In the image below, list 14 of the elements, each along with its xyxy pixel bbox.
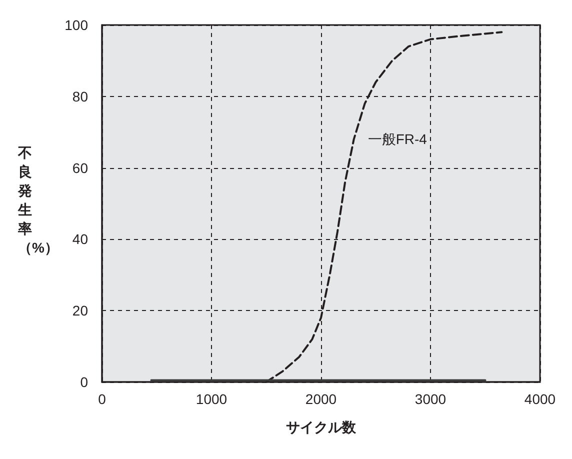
y-tick-label: 20	[72, 302, 88, 319]
y-tick-label: 80	[72, 88, 88, 104]
series-label: 一般FR-4	[368, 131, 428, 148]
y-tick-label: 0	[80, 374, 88, 390]
y-tick-label: 40	[72, 231, 88, 248]
x-tick-label: 2000	[305, 391, 337, 407]
y-tick-label: 100	[64, 17, 88, 33]
x-tick-label: 3000	[414, 391, 446, 407]
x-tick-label: 4000	[524, 391, 556, 407]
x-axis-title: サイクル数	[286, 419, 357, 435]
y-axis-title: 不良発生率（%）	[17, 144, 58, 256]
y-tick-label: 60	[72, 160, 88, 176]
x-tick-label: 0	[98, 391, 106, 407]
x-tick-label: 1000	[196, 391, 228, 407]
